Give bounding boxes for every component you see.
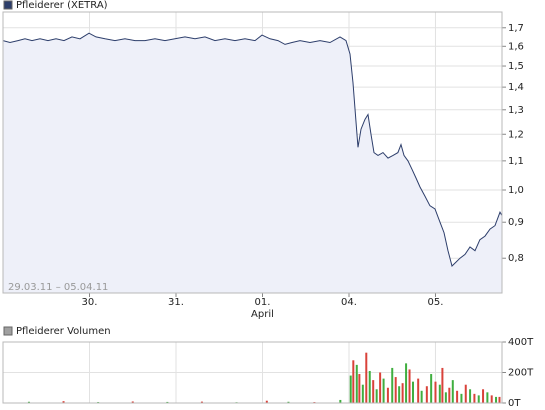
volume-bar <box>391 367 394 403</box>
y-tick-label: 1,6 <box>508 41 524 52</box>
volume-bar <box>486 392 489 403</box>
volume-bar <box>287 401 290 403</box>
volume-bar <box>352 360 355 403</box>
x-tick-label: 01. <box>255 297 271 308</box>
volume-bar <box>265 400 268 403</box>
plot-frame <box>2 341 503 404</box>
y-tick-label: 1,3 <box>508 105 524 116</box>
volume-bar <box>358 374 361 403</box>
volume-bar <box>469 389 472 403</box>
volume-bar <box>62 401 65 403</box>
volume-bar <box>417 378 420 403</box>
y-tick-label: 400T <box>508 337 534 348</box>
volume-bar <box>490 395 493 403</box>
price-line <box>2 32 503 267</box>
volume-bar <box>394 377 397 403</box>
y-tick-label: 200T <box>508 368 534 379</box>
y-tick-label: 1,2 <box>508 129 524 140</box>
x-tick-label: 04. <box>341 297 357 308</box>
volume-bar <box>477 395 480 403</box>
date-range: 29.03.11 – 05.04.11 <box>8 282 108 293</box>
volume-bar <box>438 384 441 403</box>
x-tick-label: 05. <box>428 297 444 308</box>
volume-bar <box>401 383 404 403</box>
volume-bar <box>386 387 389 403</box>
volume-bar <box>408 369 411 403</box>
volume-bar <box>372 380 375 403</box>
volume-bar <box>405 363 408 403</box>
volume-bar <box>27 401 30 403</box>
y-tick-label: 0,8 <box>508 253 524 264</box>
y-tick-label: 1,0 <box>508 185 524 196</box>
volume-bar <box>382 378 385 403</box>
volume-bar <box>398 386 401 403</box>
volume-bar <box>425 386 428 403</box>
volume-bar <box>482 389 485 403</box>
volume-bar <box>166 401 169 403</box>
volume-bar <box>456 390 459 403</box>
volume-bar <box>131 401 134 403</box>
y-tick-label: 0,9 <box>508 217 524 228</box>
volume-bar <box>361 384 364 403</box>
legend-title: Pfleiderer (XETRA) <box>16 0 108 11</box>
volume-bar <box>444 392 447 403</box>
volume-bar <box>349 375 352 403</box>
volume-bar <box>339 399 342 403</box>
volume-bar <box>473 393 476 403</box>
volume-bar <box>375 389 378 403</box>
volume-bar <box>420 390 423 403</box>
volume-bar <box>379 372 382 403</box>
volume-bar <box>430 374 433 403</box>
volume-bar <box>495 396 498 403</box>
volume-bar <box>434 381 437 403</box>
volume-bar <box>464 384 467 403</box>
x-tick-label: 30. <box>82 297 98 308</box>
x-sublabel: April <box>251 309 274 320</box>
volume-bar <box>368 370 371 403</box>
price-area <box>3 33 502 293</box>
volume-bar <box>411 381 414 403</box>
legend-title: Pfleiderer Volumen <box>16 326 111 337</box>
x-tick-label: 31. <box>168 297 184 308</box>
y-tick-label: 0T <box>508 398 521 409</box>
volume-bar <box>441 367 444 403</box>
volume-bar <box>200 401 203 403</box>
y-tick-label: 1,4 <box>508 82 524 93</box>
y-tick-label: 1,7 <box>508 23 524 34</box>
y-tick-label: 1,1 <box>508 156 524 167</box>
volume-bar <box>460 393 463 403</box>
volume-bar <box>451 380 454 403</box>
y-tick-label: 1,5 <box>508 61 524 72</box>
legend-swatch <box>3 326 13 336</box>
volume-bar <box>448 387 451 403</box>
volume-bar <box>498 396 501 403</box>
volume-bar <box>355 364 358 403</box>
legend-swatch <box>3 0 13 10</box>
plot-frame <box>2 11 503 294</box>
volume-bar <box>365 352 368 403</box>
